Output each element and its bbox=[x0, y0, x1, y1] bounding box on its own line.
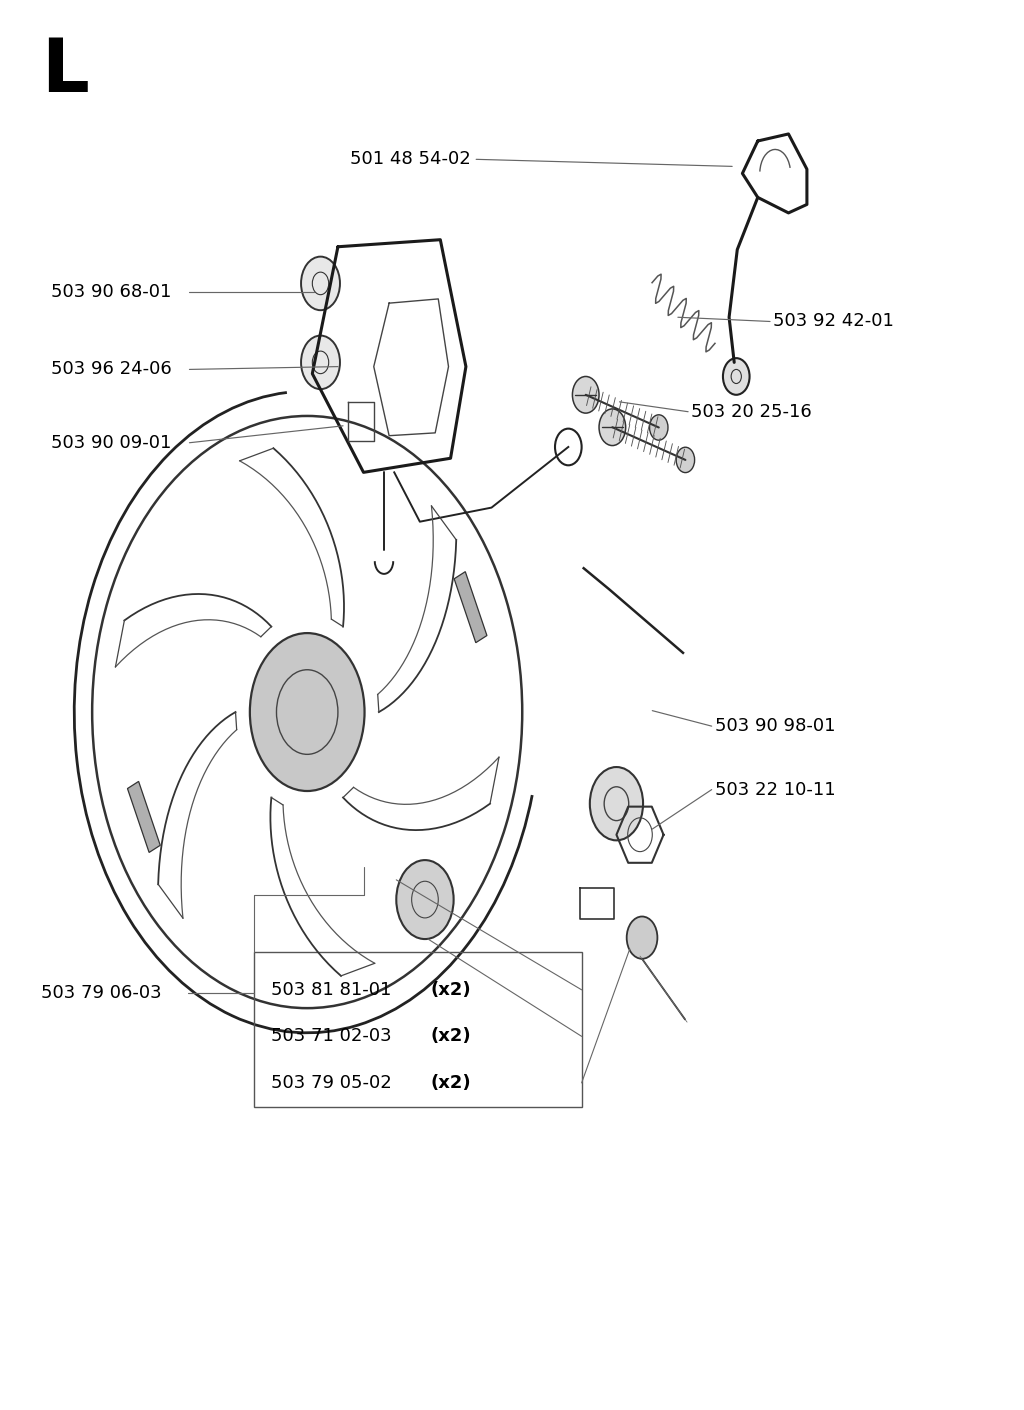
Text: 503 90 68-01: 503 90 68-01 bbox=[51, 283, 172, 300]
Text: 503 20 25-16: 503 20 25-16 bbox=[691, 403, 812, 420]
Circle shape bbox=[572, 376, 599, 413]
Text: (x2): (x2) bbox=[430, 1028, 471, 1045]
Text: 503 79 05-02: 503 79 05-02 bbox=[271, 1074, 398, 1091]
Circle shape bbox=[599, 409, 626, 446]
Text: 503 71 02-03: 503 71 02-03 bbox=[271, 1028, 397, 1045]
Text: 503 92 42-01: 503 92 42-01 bbox=[773, 313, 894, 330]
Text: (x2): (x2) bbox=[430, 981, 471, 998]
Text: 503 96 24-06: 503 96 24-06 bbox=[51, 361, 172, 378]
Circle shape bbox=[590, 767, 643, 840]
Text: (x2): (x2) bbox=[430, 1074, 471, 1091]
Circle shape bbox=[301, 257, 340, 310]
Text: 503 90 98-01: 503 90 98-01 bbox=[715, 718, 836, 735]
Text: 503 81 81-01: 503 81 81-01 bbox=[271, 981, 397, 998]
Circle shape bbox=[723, 358, 750, 395]
Text: 503 79 06-03: 503 79 06-03 bbox=[41, 984, 162, 1001]
Text: L: L bbox=[41, 35, 89, 109]
Polygon shape bbox=[455, 571, 487, 643]
Circle shape bbox=[250, 633, 365, 791]
Text: 503 90 09-01: 503 90 09-01 bbox=[51, 434, 172, 451]
Text: 501 48 54-02: 501 48 54-02 bbox=[350, 151, 471, 168]
Polygon shape bbox=[127, 781, 160, 853]
Circle shape bbox=[676, 447, 694, 472]
Text: 503 22 10-11: 503 22 10-11 bbox=[715, 781, 836, 798]
Circle shape bbox=[649, 415, 668, 440]
Circle shape bbox=[627, 916, 657, 959]
Circle shape bbox=[396, 860, 454, 939]
Circle shape bbox=[301, 336, 340, 389]
